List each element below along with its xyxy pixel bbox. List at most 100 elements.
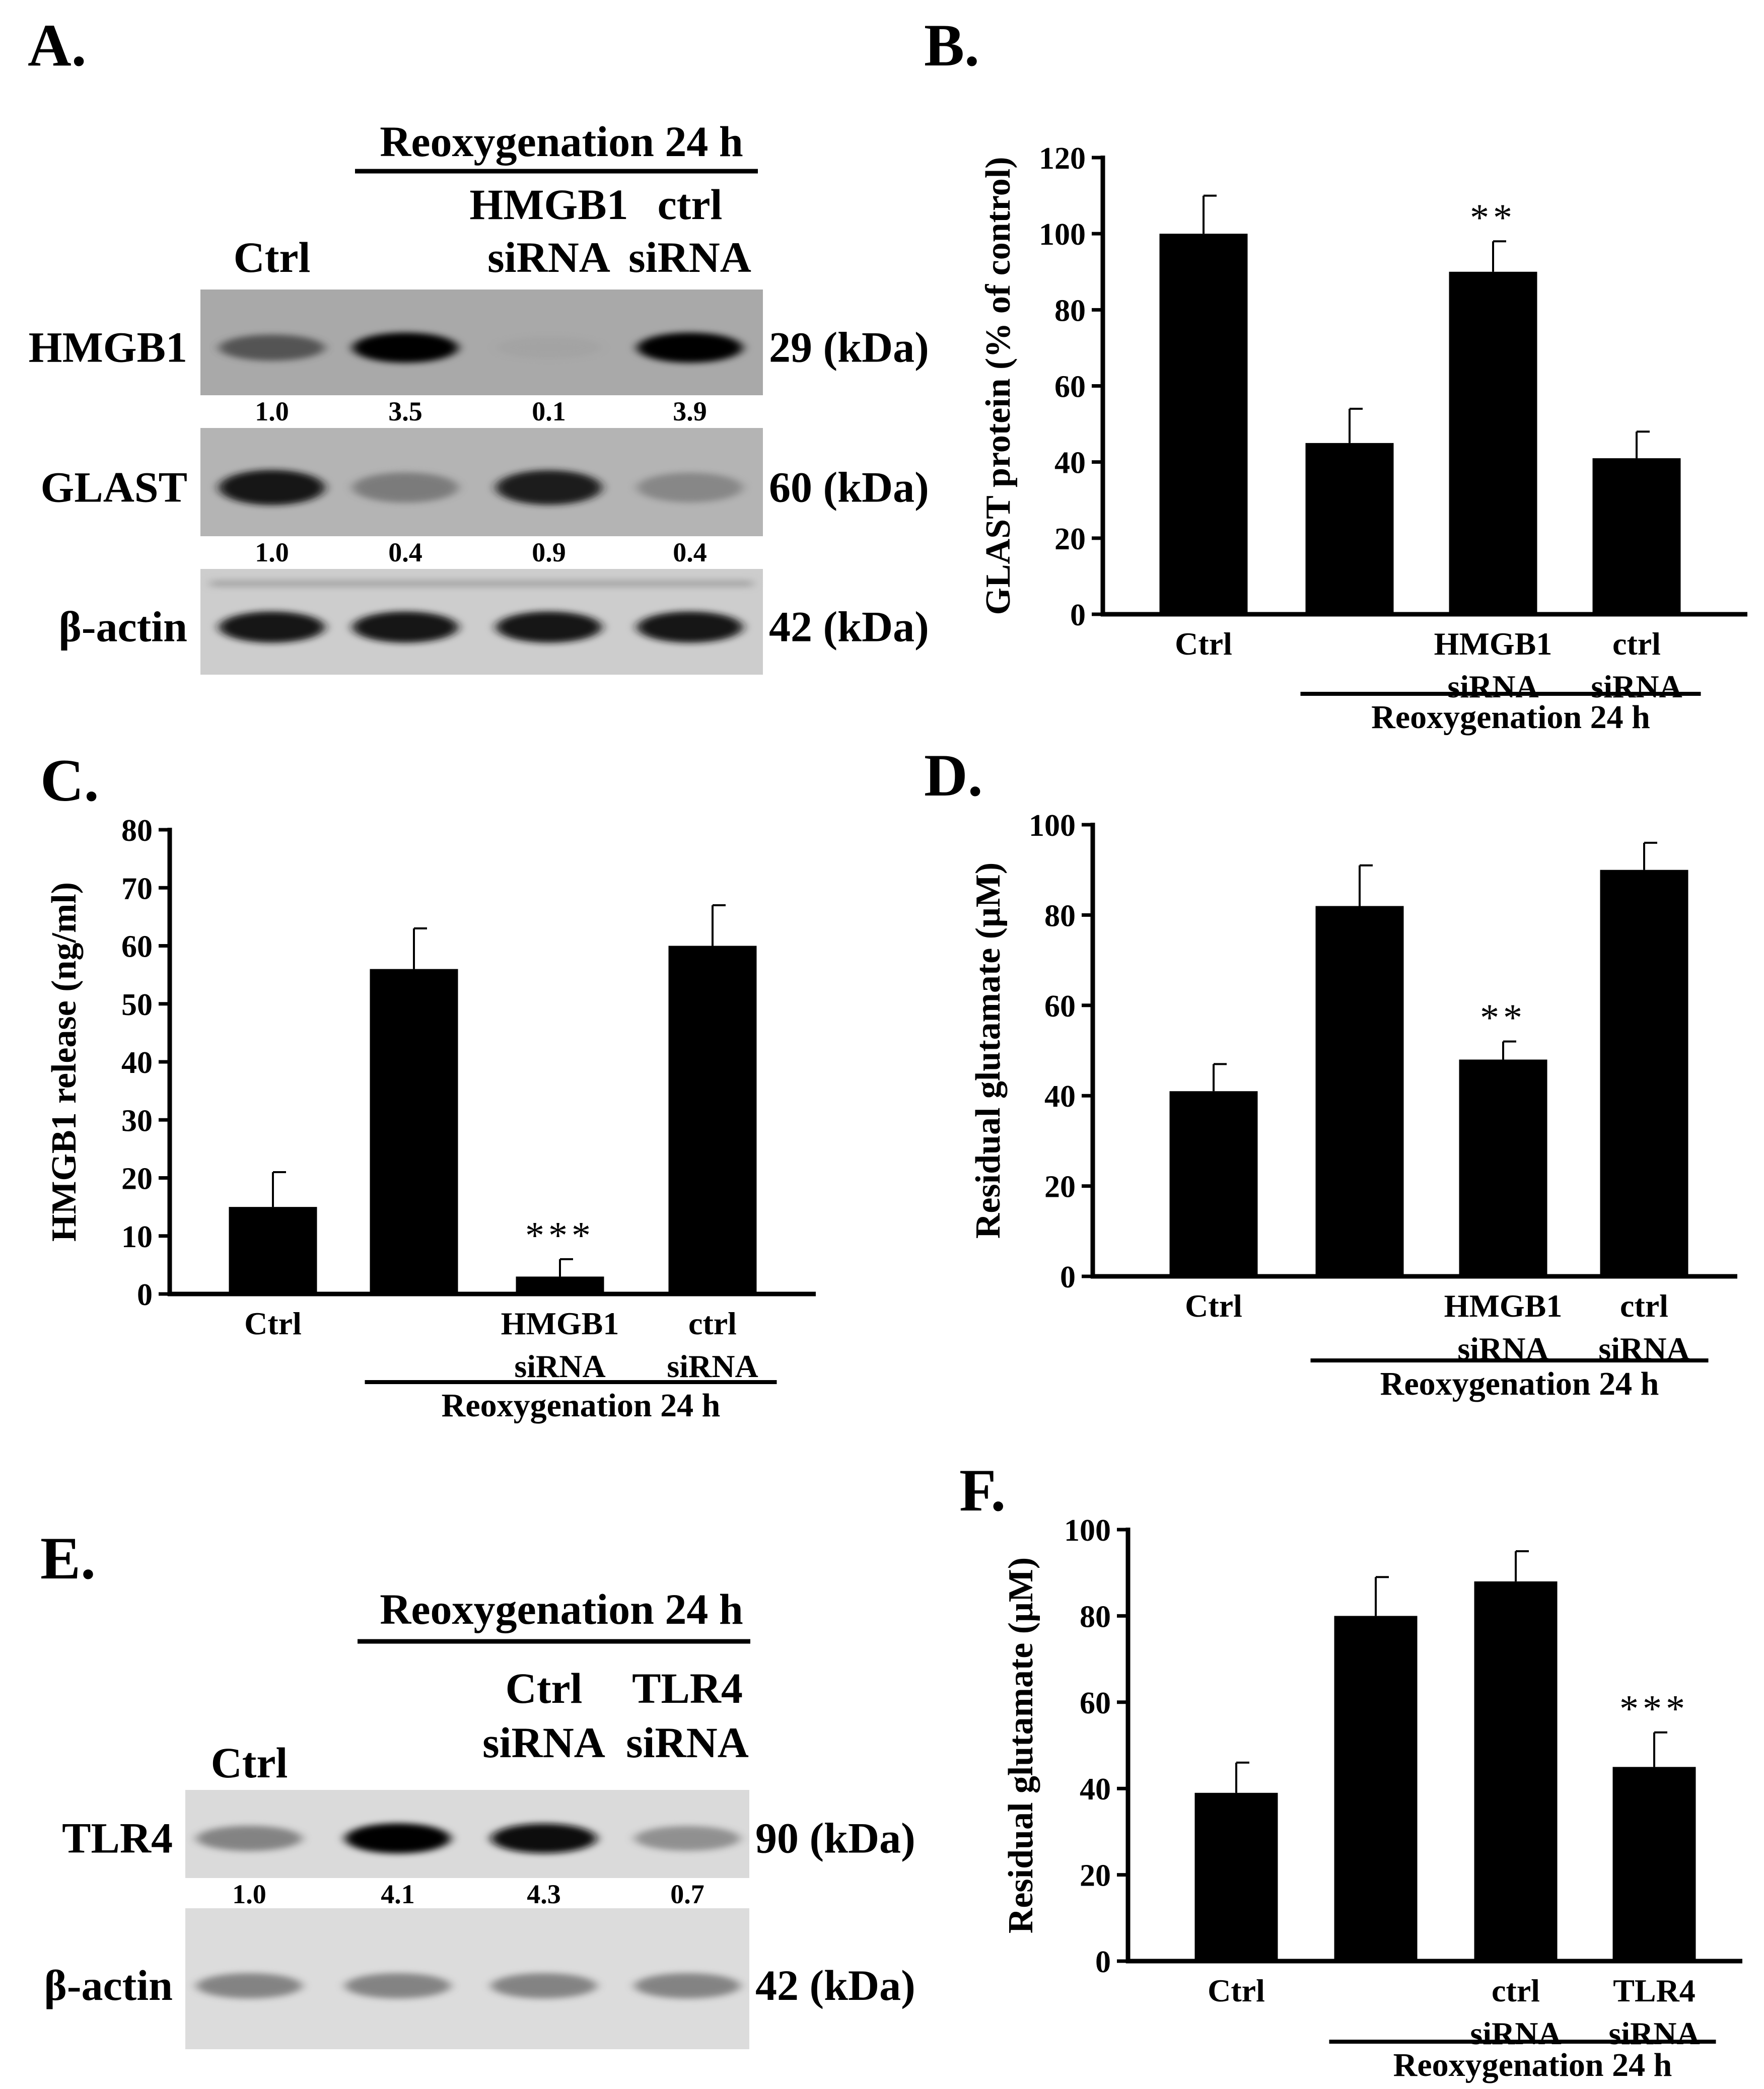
blot-band [491, 1823, 597, 1853]
x-category-label: HMGB1 [1444, 1288, 1563, 1324]
blot-mw-label: 60 (kDa) [769, 463, 929, 511]
y-tick-label: 100 [1039, 218, 1086, 252]
blot-quantification-value: 3.9 [673, 396, 707, 426]
blot-band [634, 1973, 740, 1999]
bar [370, 969, 458, 1294]
panel-a-blots: HMGB1 29 (kDa) 1.0 3.5 0.1 3.9 GLAST 60 (kDa) 1.… [29, 290, 929, 675]
bar [1600, 870, 1688, 1276]
panel-a-lane-label: Ctrl [234, 233, 311, 281]
blot-protein-label: TLR4 [62, 1814, 173, 1862]
blot-band [352, 472, 458, 503]
blot-band [496, 470, 602, 505]
bar [1194, 1792, 1278, 1961]
panel-e-blots: TLR4 90 (kDa) 1.0 4.1 4.3 0.7 β-actin 42 (kDa) [44, 1790, 915, 2049]
panel-e-lane-labels: Ctrl Ctrl siRNA TLR4 siRNA [211, 1664, 749, 1787]
bar [1592, 458, 1681, 614]
blot-quantification-value: 0.9 [532, 537, 566, 567]
blot-quantification-value: 0.7 [670, 1879, 704, 1909]
panel-a-blot-row: HMGB1 29 (kDa) 1.0 3.5 0.1 3.9 [29, 290, 929, 426]
x-category-label: HMGB1 [1434, 626, 1553, 662]
y-tick-label: 40 [121, 1046, 153, 1080]
y-tick-label: 20 [1080, 1859, 1111, 1893]
x-category-label: HMGB1 [501, 1306, 619, 1341]
y-tick-label: 10 [121, 1220, 153, 1254]
blot-protein-label: β-actin [44, 1961, 173, 2009]
panel-b-bar-chart: B. 0 20 40 60 80 100 120 GLAST protein (% of con… [924, 12, 1747, 736]
blot-quantification-value: 0.4 [673, 537, 707, 567]
bar [1169, 1091, 1258, 1276]
bar [1459, 1059, 1547, 1276]
y-tick-label: 20 [1054, 522, 1086, 556]
blot-quantification-value: 3.5 [388, 396, 422, 426]
y-axis-label: GLAST protein (% of control) [979, 157, 1018, 615]
panel-e-lane-label: Ctrl [506, 1664, 583, 1712]
panel-a-letter: A. [28, 12, 87, 79]
significance-marker: *** [525, 1214, 595, 1257]
panel-e-western-blot: E. Reoxygenation 24 h Ctrl Ctrl siRNA TLR4 s… [40, 1525, 915, 2049]
group-label: Reoxygenation 24 h [1380, 1365, 1659, 1402]
bar [1612, 1767, 1696, 1961]
y-axis-label: HMGB1 release (ng/ml) [45, 882, 84, 1242]
y-tick-label: 80 [1044, 899, 1076, 933]
bar [1305, 443, 1394, 614]
x-category-label: TLR4 [1613, 1973, 1696, 2008]
blot-protein-label: HMGB1 [29, 323, 187, 372]
panel-a-blot-row: β-actin 42 (kDa) [59, 569, 929, 675]
panel-f-bar-chart: F. 0 20 40 60 80 100 Residual glutamate (μM) Ctr… [959, 1457, 1742, 2083]
blot-quantification-value: 0.4 [388, 537, 422, 567]
bar [1449, 271, 1537, 614]
panel-a-western-blot: A. Reoxygenation 24 h CtrlHMGB1siRNActrl… [28, 12, 929, 675]
bar [668, 946, 757, 1294]
bar [1474, 1581, 1558, 1961]
y-tick-label: 70 [121, 872, 153, 906]
blot-band [352, 611, 458, 643]
blot-band [637, 332, 743, 363]
panel-a-lane-label: HMGB1 [469, 180, 628, 229]
blot-band [496, 611, 602, 643]
y-tick-label: 20 [121, 1162, 153, 1196]
y-tick-label: 40 [1080, 1772, 1111, 1807]
bar [1315, 906, 1404, 1276]
bar [516, 1276, 604, 1294]
y-tick-label: 40 [1054, 446, 1086, 480]
panel-e-lane-label: TLR4 [632, 1664, 743, 1712]
blot-band [345, 1973, 451, 1999]
y-axis-label: Residual glutamate (μM) [1002, 1557, 1040, 1933]
group-label: Reoxygenation 24 h [442, 1387, 721, 1424]
blot-band [637, 611, 743, 643]
blot-quantification-value: 1.0 [232, 1879, 266, 1909]
x-category-label: ctrl [1492, 1973, 1540, 2008]
y-tick-label: 60 [1044, 989, 1076, 1024]
blot-quantification-value: 0.1 [532, 396, 566, 426]
y-tick-label: 30 [121, 1104, 153, 1138]
x-category-label: ctrl [1620, 1288, 1668, 1324]
blot-mw-label: 29 (kDa) [769, 323, 929, 372]
x-category-label: ctrl [1612, 626, 1661, 662]
x-category-label: siRNA [1608, 2015, 1700, 2051]
blot-protein-label: GLAST [40, 463, 187, 511]
blot-band [219, 611, 325, 643]
panel-c-bar-chart: C. 0 10 20 30 40 50 60 70 80 HMGB1 release (ng/ml)… [40, 747, 816, 1424]
blot-quantification-value: 4.1 [381, 1879, 415, 1909]
bar [1159, 234, 1248, 615]
y-tick-label: 0 [1060, 1260, 1076, 1294]
y-tick-label: 120 [1039, 141, 1086, 176]
x-category-label: siRNA [1470, 2015, 1561, 2051]
significance-marker: ** [1470, 196, 1516, 239]
y-axis-label: Residual glutamate (μM) [969, 862, 1008, 1239]
y-tick-label: 100 [1064, 1514, 1111, 1548]
x-category-label: siRNA [1591, 669, 1682, 704]
bar [229, 1207, 317, 1294]
x-category-label: Ctrl [244, 1306, 302, 1341]
panel-e-lane-label: siRNA [482, 1718, 605, 1767]
blot-mw-label: 42 (kDa) [769, 603, 929, 651]
panel-e-blot-row: TLR4 90 (kDa) 1.0 4.1 4.3 0.7 [62, 1790, 915, 1909]
bar [1334, 1616, 1418, 1961]
y-tick-label: 60 [1054, 370, 1086, 404]
y-tick-label: 60 [1080, 1686, 1111, 1720]
y-tick-label: 80 [121, 814, 153, 848]
blot-band [637, 472, 743, 502]
y-tick-label: 0 [137, 1278, 153, 1312]
